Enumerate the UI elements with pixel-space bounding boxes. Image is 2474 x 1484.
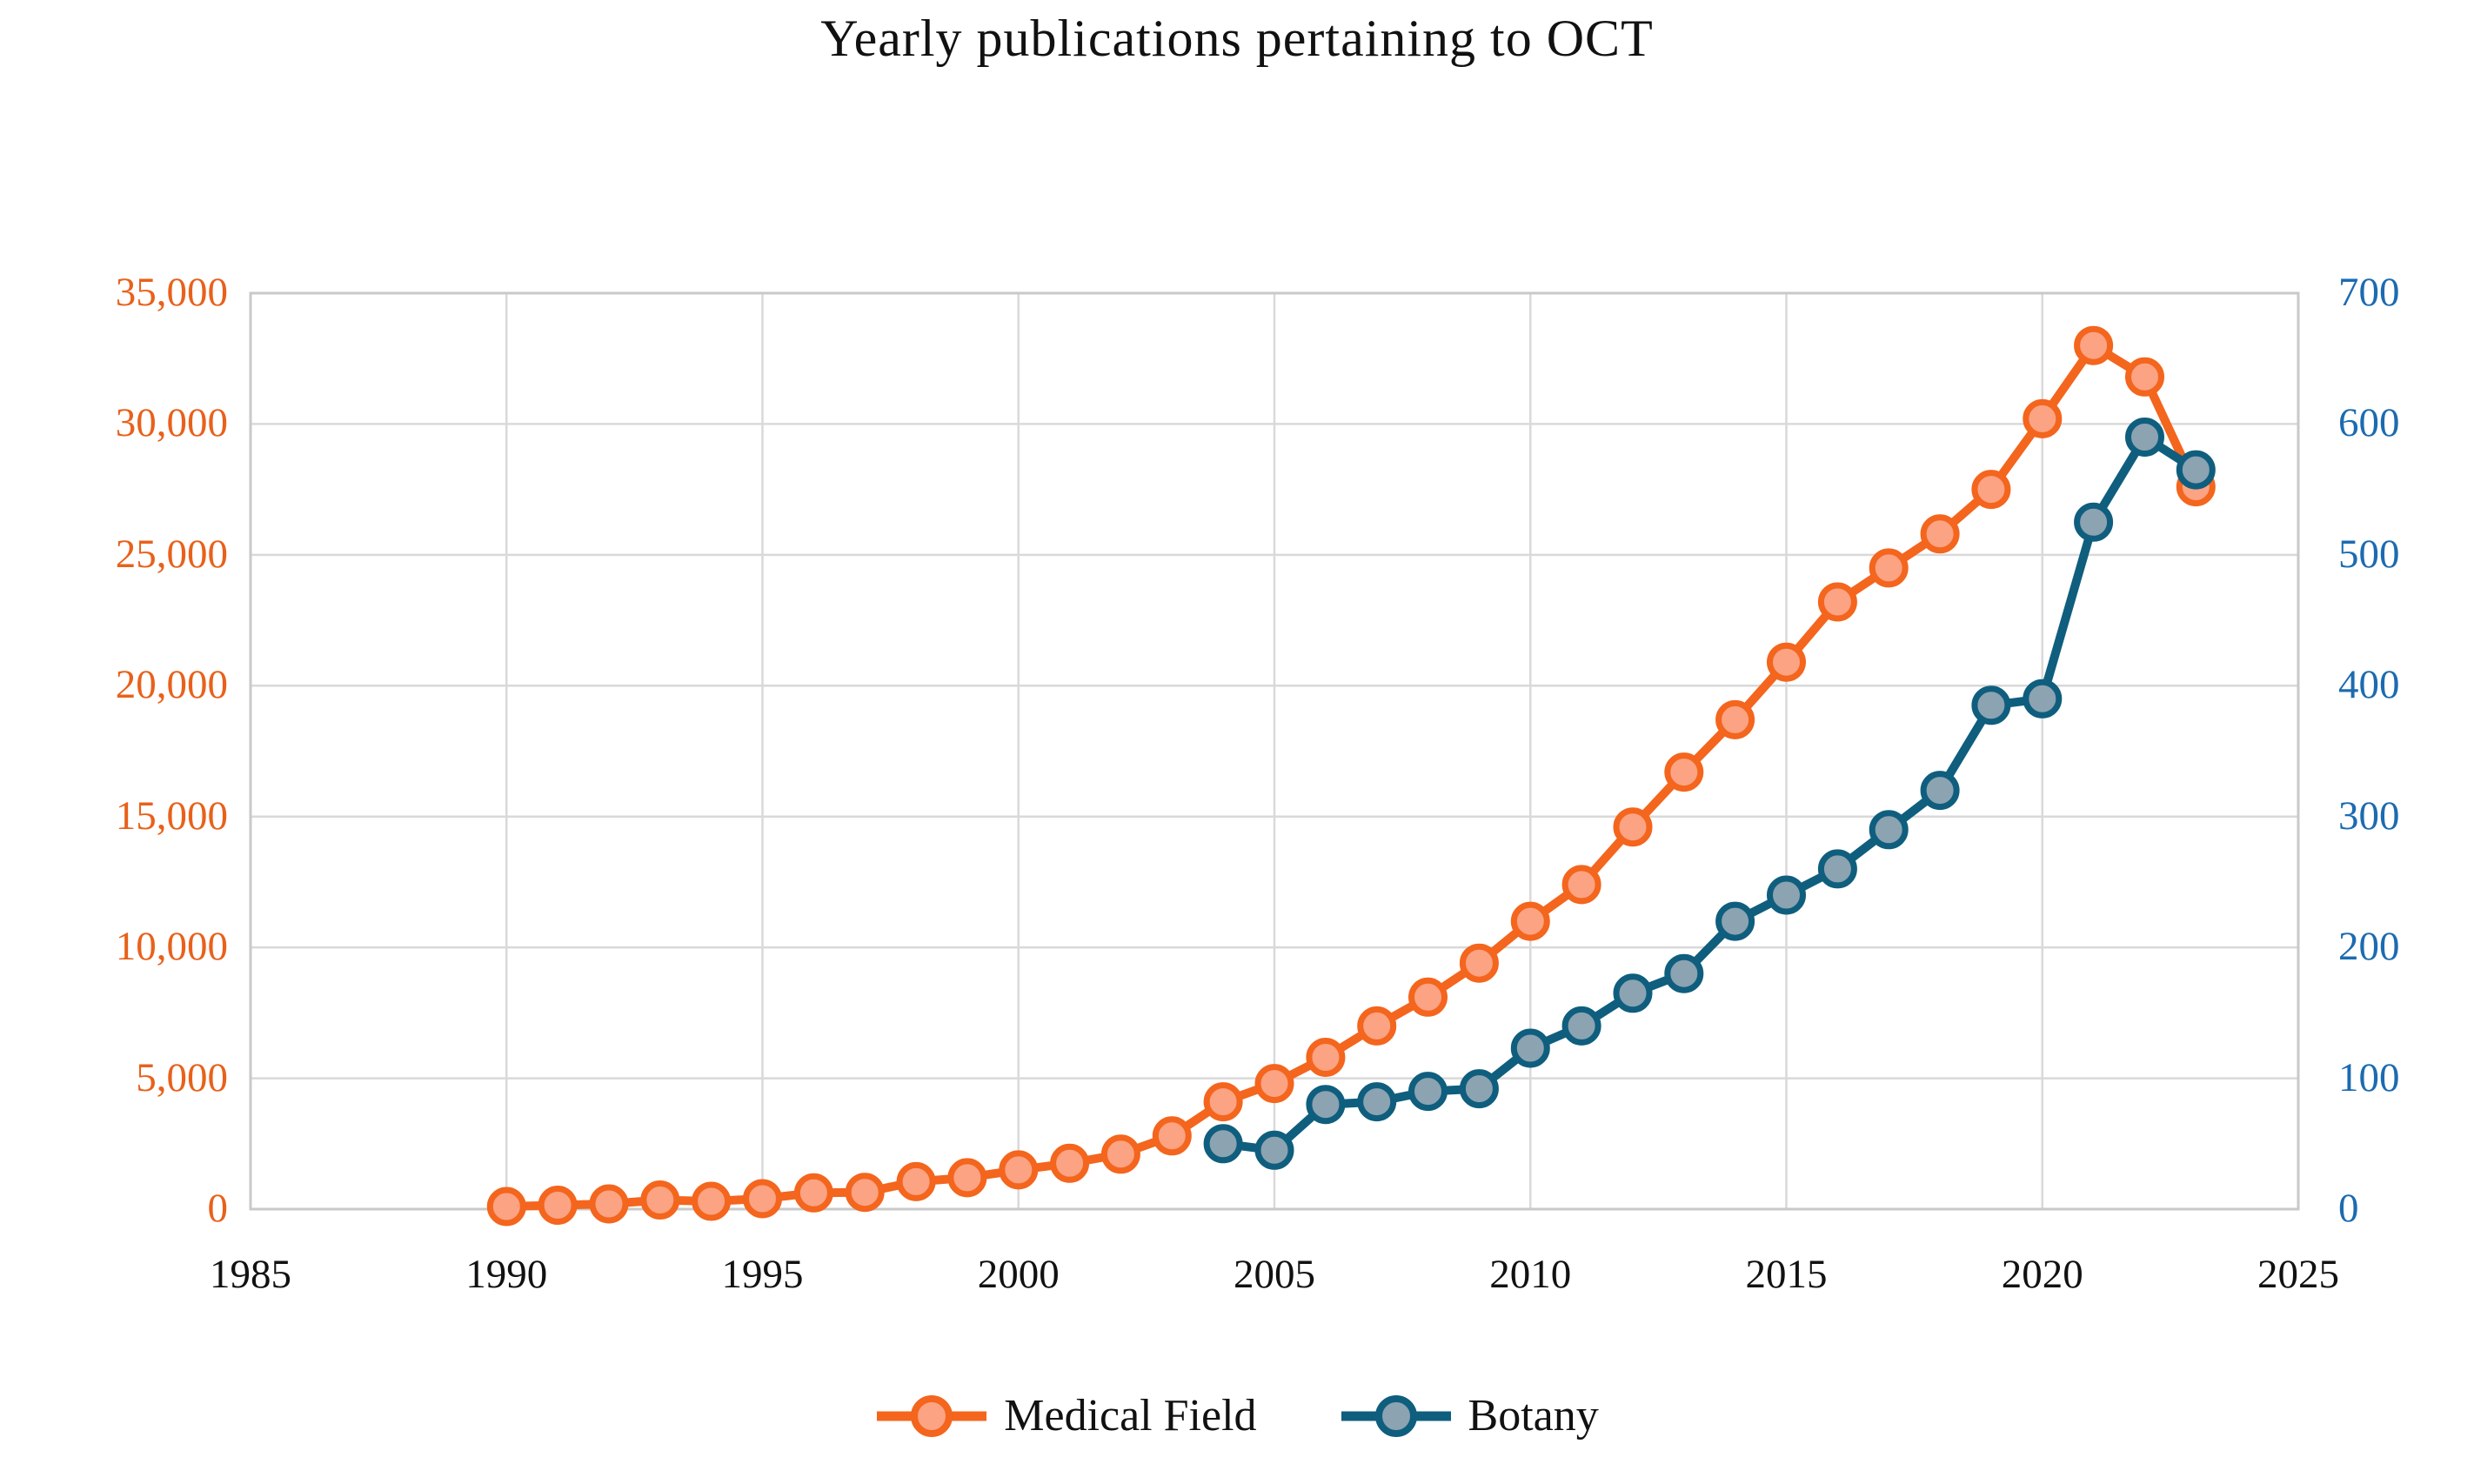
y-axis-left-tick: 25,000	[115, 531, 228, 577]
data-point-botany	[1510, 1028, 1550, 1068]
y-axis-left-tick: 20,000	[115, 662, 228, 708]
data-point-botany	[1920, 771, 1960, 811]
x-axis-tick: 2015	[1745, 1252, 1828, 1297]
data-point-botany	[1767, 875, 1806, 915]
data-point-medical-field	[896, 1161, 936, 1201]
data-point-botany	[1254, 1130, 1294, 1170]
data-point-medical-field	[999, 1150, 1039, 1190]
data-point-botany	[1306, 1085, 1346, 1125]
legend-item-botany: Botany	[1340, 1390, 1599, 1441]
data-point-medical-field	[1050, 1143, 1090, 1183]
data-point-botany	[1817, 849, 1857, 889]
data-point-botany	[1971, 685, 2011, 725]
data-point-medical-field	[1817, 582, 1857, 622]
x-axis-tick: 2025	[2257, 1252, 2339, 1297]
data-point-medical-field	[1971, 470, 2011, 510]
data-point-medical-field	[793, 1173, 833, 1213]
y-axis-right-tick: 100	[2338, 1054, 2400, 1100]
data-point-medical-field	[845, 1173, 885, 1213]
data-point-medical-field	[1767, 642, 1806, 682]
y-axis-right-tick: 0	[2338, 1186, 2359, 1231]
data-point-medical-field	[2074, 325, 2114, 365]
data-point-botany	[1715, 901, 1755, 941]
y-axis-right-tick: 600	[2338, 400, 2400, 446]
legend-marker-medical-field-icon	[877, 1394, 987, 1437]
data-point-medical-field	[2023, 398, 2063, 438]
data-point-medical-field	[1561, 865, 1601, 905]
data-point-medical-field	[1920, 514, 1960, 554]
y-axis-right-tick: 400	[2338, 662, 2400, 708]
x-axis-tick: 1990	[465, 1252, 548, 1297]
y-axis-left-tick: 30,000	[115, 400, 228, 446]
y-axis-left-tick: 5,000	[136, 1054, 228, 1100]
data-point-medical-field	[947, 1158, 987, 1198]
data-point-medical-field	[1306, 1038, 1346, 1077]
data-point-medical-field	[692, 1181, 732, 1221]
data-point-medical-field	[640, 1180, 680, 1220]
data-point-medical-field	[743, 1179, 782, 1219]
data-point-botany	[1203, 1124, 1243, 1164]
plot-border	[249, 291, 2300, 1211]
legend: Medical Field Botany	[0, 1390, 2474, 1441]
data-point-medical-field	[1100, 1134, 1140, 1174]
data-point-medical-field	[1869, 548, 1909, 588]
y-axis-right-tick: 200	[2338, 924, 2400, 970]
data-point-botany	[2125, 418, 2164, 457]
data-point-medical-field	[1357, 1006, 1397, 1046]
data-point-botany	[2023, 678, 2063, 719]
chart-title: Yearly publications pertaining to OCT	[820, 10, 1654, 67]
x-axis-tick: 2020	[2001, 1252, 2083, 1297]
data-point-medical-field	[1715, 699, 1755, 739]
data-point-medical-field	[589, 1184, 629, 1224]
legend-label-botany: Botany	[1468, 1391, 1599, 1441]
y-axis-right-tick: 300	[2338, 792, 2400, 839]
data-point-botany	[1408, 1072, 1448, 1112]
data-point-medical-field	[1254, 1064, 1294, 1104]
legend-marker-botany-icon	[1341, 1394, 1451, 1437]
data-point-botany	[1561, 1006, 1601, 1046]
x-axis-tick: 2005	[1234, 1252, 1315, 1297]
legend-label-medical-field: Medical Field	[1004, 1391, 1257, 1441]
y-axis-left-tick: 10,000	[115, 924, 228, 970]
data-point-medical-field	[2125, 357, 2164, 397]
data-point-botany	[1459, 1069, 1499, 1109]
y-axis-right-tick: 700	[2338, 270, 2400, 315]
data-point-botany	[1869, 810, 1909, 850]
data-point-botany	[1613, 973, 1653, 1013]
x-axis-tick: 2010	[1489, 1252, 1572, 1297]
data-point-botany	[1664, 953, 1704, 993]
x-axis-tick: 1985	[210, 1252, 291, 1297]
data-point-medical-field	[1510, 901, 1550, 941]
data-point-botany	[2074, 502, 2114, 542]
data-point-medical-field	[1152, 1116, 1192, 1156]
y-axis-right-tick: 500	[2338, 531, 2400, 577]
data-point-medical-field	[1459, 943, 1499, 983]
data-point-medical-field	[1408, 977, 1448, 1017]
y-axis-left-tick: 0	[207, 1186, 229, 1231]
x-axis-tick: 1995	[721, 1252, 804, 1297]
series-line-medical-field	[502, 341, 2201, 1211]
x-axis-tick: 2000	[977, 1252, 1060, 1297]
legend-item-medical-field: Medical Field	[875, 1390, 1257, 1441]
y-axis-left-tick: 15,000	[115, 792, 228, 839]
y-axis-left-tick: 35,000	[115, 270, 228, 315]
data-point-medical-field	[1613, 807, 1653, 847]
data-point-medical-field	[1664, 752, 1704, 792]
data-point-medical-field	[1203, 1082, 1243, 1122]
data-point-botany	[2176, 450, 2216, 490]
data-point-medical-field	[486, 1187, 526, 1227]
data-point-medical-field	[538, 1186, 578, 1225]
data-point-botany	[1357, 1082, 1397, 1122]
